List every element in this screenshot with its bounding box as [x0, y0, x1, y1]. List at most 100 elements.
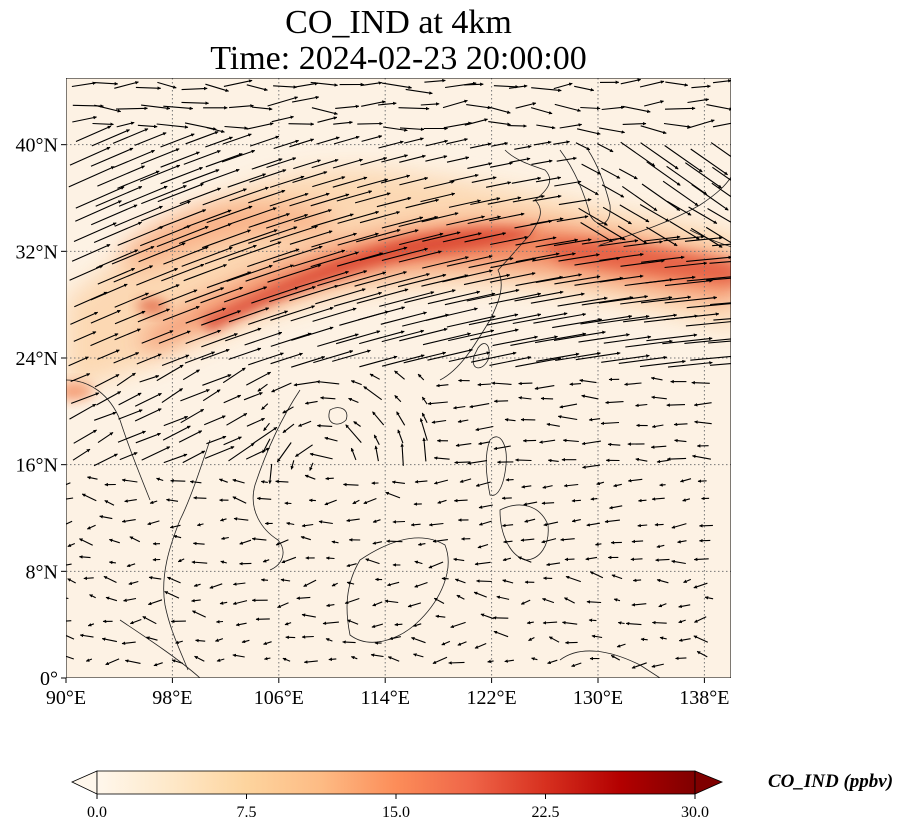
wind-arrow [158, 330, 191, 344]
wind-arrow [574, 276, 624, 286]
wind-arrow [163, 453, 188, 464]
wind-arrow [269, 175, 305, 188]
wind-arrow [436, 383, 449, 388]
wind-arrow [456, 594, 465, 600]
wind-arrow [590, 497, 598, 501]
wind-arrow [333, 120, 353, 125]
wind-arrow [449, 173, 479, 182]
wind-arrow [511, 176, 542, 184]
wind-arrow [493, 84, 519, 89]
wind-arrow [228, 442, 255, 462]
wind-arrow [399, 154, 426, 163]
wind-arrow [147, 599, 163, 606]
wind-arrow [490, 235, 529, 246]
wind-arrow [134, 392, 162, 407]
wind-arrow [555, 351, 601, 362]
wind-arrow [124, 659, 141, 664]
wind-arrow [493, 445, 511, 451]
wind-arrow [386, 539, 403, 543]
wind-arrow [646, 333, 698, 342]
wind-arrow [502, 579, 514, 584]
wind-arrow [111, 245, 155, 265]
wind-arrow [453, 557, 465, 562]
wind-arrow [105, 658, 120, 666]
wind-arrow [273, 139, 300, 150]
wind-arrow [381, 216, 424, 229]
wind-arrow [97, 165, 145, 187]
wind-arrow [228, 307, 270, 323]
wind-arrow [360, 156, 388, 166]
wind-arrow [83, 576, 94, 581]
wind-arrow [101, 637, 118, 643]
wind-arrow [276, 442, 292, 463]
wind-arrow [469, 403, 490, 409]
wind-arrow [515, 252, 560, 263]
wind-arrow [422, 231, 461, 242]
wind-arrow [161, 388, 183, 404]
wind-arrow [467, 162, 493, 169]
wind-arrow [203, 415, 226, 426]
wind-arrow [431, 419, 447, 424]
wind-arrow [301, 613, 316, 618]
wind-arrow [215, 620, 224, 624]
wind-arrow [581, 296, 634, 306]
wind-arrow [66, 655, 74, 660]
wind-arrow [477, 382, 491, 387]
wind-arrow [638, 498, 647, 503]
wind-arrow [389, 636, 402, 641]
wind-arrow [600, 421, 620, 426]
wind-arrow [358, 306, 406, 321]
wind-arrow [325, 638, 333, 642]
wind-arrow [257, 383, 268, 392]
wind-arrow [202, 188, 247, 206]
colorbar-extend-min [71, 770, 98, 795]
wind-arrow [206, 435, 227, 445]
wind-arrow [485, 181, 512, 188]
wind-arrow [694, 420, 712, 425]
wind-arrow [489, 161, 513, 168]
wind-arrow [662, 180, 699, 207]
wind-arrow [621, 185, 658, 212]
wind-arrow [139, 164, 181, 182]
wind-arrow [414, 581, 428, 588]
wind-arrow [425, 155, 448, 162]
wind-arrow [219, 601, 228, 605]
wind-arrow [397, 273, 447, 288]
wind-arrow [420, 102, 440, 106]
wind-arrow [667, 361, 713, 368]
wind-arrow [455, 443, 472, 448]
wind-arrow [466, 288, 520, 302]
wind-arrow [476, 579, 492, 583]
co-plume-core [200, 228, 540, 332]
wind-arrow [72, 448, 91, 461]
colorbar-ticks: 0.0 7.5 15.0 22.5 30.0 [87, 794, 709, 821]
wind-arrow [232, 600, 248, 606]
wind-arrow [493, 399, 509, 403]
wind-arrow [425, 307, 478, 322]
wind-arrow [646, 226, 678, 247]
wind-arrow [81, 493, 97, 502]
wind-arrow [601, 354, 650, 363]
wind-arrow [381, 329, 425, 343]
wind-arrow [178, 223, 232, 245]
wind-arrow [554, 180, 582, 187]
wind-arrow [301, 635, 314, 639]
wind-arrow [478, 441, 491, 446]
wind-arrow [157, 183, 204, 203]
wind-arrow [619, 204, 650, 223]
wind-arrow [508, 84, 528, 89]
wind-arrow [141, 330, 174, 344]
wind-arrow [532, 252, 576, 262]
wind-arrow [595, 542, 602, 547]
wind-arrow [335, 330, 381, 345]
wind-arrow [520, 599, 531, 605]
wind-arrow [553, 330, 606, 341]
wind-arrow [394, 395, 402, 403]
wind-arrow [243, 392, 263, 401]
wind-arrow [202, 229, 251, 249]
wind-arrow [248, 189, 286, 204]
wind-arrow [138, 242, 186, 263]
wind-arrow [275, 479, 289, 484]
wind-arrow [205, 136, 233, 148]
wind-arrow [492, 335, 538, 347]
